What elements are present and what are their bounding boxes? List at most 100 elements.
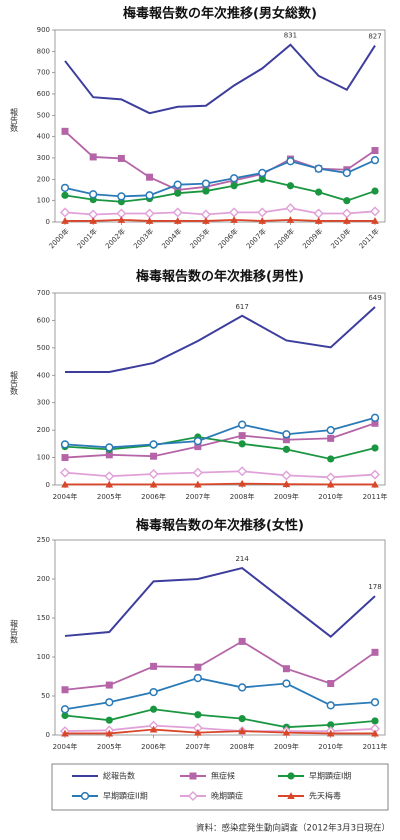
- data-label: 214: [235, 555, 249, 563]
- marker: [286, 157, 295, 166]
- marker: [61, 711, 69, 720]
- marker: [194, 443, 202, 451]
- x-tick-label: 2007年: [185, 742, 210, 751]
- marker: [282, 665, 290, 673]
- data-label: 178: [368, 583, 381, 591]
- marker: [341, 208, 352, 219]
- marker: [237, 420, 247, 429]
- plot-frame: [54, 29, 386, 223]
- marker: [257, 207, 268, 218]
- marker: [315, 188, 323, 196]
- marker: [145, 217, 154, 224]
- marker: [371, 717, 379, 725]
- marker: [105, 729, 114, 737]
- marker: [326, 425, 335, 435]
- marker: [61, 191, 69, 199]
- marker: [371, 217, 379, 224]
- marker: [370, 155, 380, 165]
- series-line: [64, 43, 376, 115]
- legend-label: 総報告数: [103, 771, 135, 781]
- marker: [149, 725, 158, 733]
- marker: [326, 729, 335, 737]
- marker: [238, 440, 246, 448]
- marker: [105, 480, 114, 488]
- x-tick-label: 2004年: [160, 226, 184, 250]
- marker: [230, 216, 238, 223]
- marker: [285, 203, 296, 214]
- marker: [313, 208, 324, 219]
- marker: [201, 179, 211, 188]
- marker: [173, 217, 182, 224]
- marker: [282, 436, 290, 444]
- y-tick-label: 50: [41, 692, 50, 700]
- x-tick-label: 2008年: [230, 742, 255, 751]
- marker: [145, 191, 154, 200]
- marker: [150, 452, 158, 460]
- marker: [105, 443, 114, 452]
- marker: [327, 434, 335, 442]
- marker: [60, 183, 70, 193]
- marker: [258, 217, 267, 224]
- x-tick-label: 2008年: [230, 492, 255, 501]
- marker: [229, 207, 240, 218]
- marker: [371, 147, 379, 155]
- marker: [282, 679, 291, 688]
- x-tick-label: 2004年: [53, 742, 78, 751]
- marker: [61, 729, 69, 737]
- marker: [281, 470, 292, 481]
- x-tick-label: 2005年: [97, 492, 122, 501]
- marker: [189, 772, 197, 780]
- marker: [343, 197, 351, 205]
- marker: [370, 413, 380, 422]
- y-tick-label: 250: [37, 536, 50, 544]
- series-line: [64, 416, 376, 449]
- marker: [105, 681, 113, 689]
- marker: [89, 153, 97, 161]
- series-line: [65, 482, 375, 486]
- marker: [237, 466, 248, 477]
- y-tick-label: 100: [37, 197, 50, 205]
- x-tick-label: 2007年: [185, 492, 210, 501]
- marker: [370, 469, 380, 480]
- chart-title: 梅毒報告数の年次推移(女性): [136, 518, 304, 534]
- x-tick-label: 2005年: [97, 742, 122, 751]
- plot-frame: [54, 292, 386, 486]
- y-tick-label: 0: [46, 481, 50, 489]
- marker: [144, 208, 155, 219]
- y-tick-label: 0: [46, 731, 50, 739]
- series-line: [64, 724, 376, 732]
- x-tick-label: 2001年: [75, 226, 99, 250]
- marker: [258, 175, 266, 183]
- marker: [61, 454, 69, 462]
- marker: [149, 687, 158, 697]
- marker: [202, 217, 210, 224]
- y-axis-label: 報告数: [10, 371, 19, 396]
- y-tick-label: 150: [37, 614, 50, 622]
- series-line: [64, 677, 376, 711]
- y-tick-label: 200: [37, 175, 50, 183]
- chart-title: 梅毒報告数の年次推移(男女総数): [123, 6, 317, 22]
- marker: [371, 729, 379, 737]
- marker: [89, 217, 97, 224]
- marker: [60, 705, 70, 714]
- series-line: [65, 728, 375, 735]
- marker: [237, 683, 247, 692]
- marker: [61, 480, 69, 488]
- series-line: [64, 640, 376, 691]
- marker: [60, 467, 70, 478]
- y-tick-label: 100: [37, 653, 50, 661]
- marker: [104, 471, 115, 482]
- legend-label: 先天梅毒: [309, 791, 341, 801]
- series-line: [64, 178, 376, 203]
- marker: [149, 440, 158, 449]
- marker: [117, 192, 126, 201]
- marker: [238, 637, 246, 645]
- marker: [327, 680, 335, 688]
- series-line: [64, 708, 376, 729]
- marker: [105, 451, 113, 459]
- marker: [282, 480, 291, 488]
- legend-label: 早期顕症I期: [309, 771, 351, 781]
- x-tick-label: 2009年: [274, 742, 299, 751]
- marker: [238, 727, 246, 735]
